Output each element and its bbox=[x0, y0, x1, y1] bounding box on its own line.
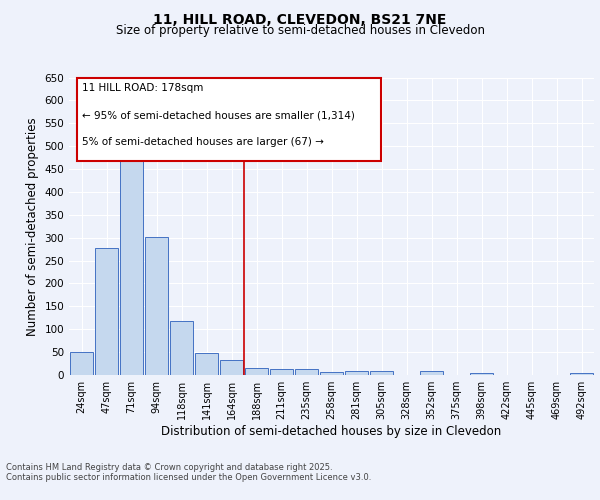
Bar bbox=[370, 371, 393, 375]
Bar bbox=[470, 372, 493, 375]
Bar bbox=[420, 372, 443, 375]
Text: 11 HILL ROAD: 178sqm: 11 HILL ROAD: 178sqm bbox=[82, 84, 203, 94]
Text: Contains public sector information licensed under the Open Government Licence v3: Contains public sector information licen… bbox=[6, 472, 371, 482]
X-axis label: Distribution of semi-detached houses by size in Clevedon: Distribution of semi-detached houses by … bbox=[161, 425, 502, 438]
Bar bbox=[220, 360, 243, 375]
FancyBboxPatch shape bbox=[77, 78, 382, 161]
Bar bbox=[270, 369, 293, 375]
Text: Size of property relative to semi-detached houses in Clevedon: Size of property relative to semi-detach… bbox=[115, 24, 485, 37]
Bar bbox=[145, 237, 168, 375]
Bar bbox=[195, 354, 218, 375]
Text: ← 95% of semi-detached houses are smaller (1,314): ← 95% of semi-detached houses are smalle… bbox=[82, 110, 355, 120]
Bar bbox=[95, 248, 118, 375]
Bar bbox=[345, 371, 368, 375]
Text: Contains HM Land Registry data © Crown copyright and database right 2025.: Contains HM Land Registry data © Crown c… bbox=[6, 462, 332, 471]
Bar bbox=[320, 372, 343, 375]
Bar bbox=[570, 372, 593, 375]
Bar bbox=[120, 140, 143, 375]
Bar bbox=[70, 352, 93, 375]
Bar bbox=[170, 322, 193, 375]
Text: 11, HILL ROAD, CLEVEDON, BS21 7NE: 11, HILL ROAD, CLEVEDON, BS21 7NE bbox=[154, 12, 446, 26]
Text: 5% of semi-detached houses are larger (67) →: 5% of semi-detached houses are larger (6… bbox=[82, 137, 324, 147]
Bar bbox=[295, 369, 318, 375]
Bar bbox=[245, 368, 268, 375]
Y-axis label: Number of semi-detached properties: Number of semi-detached properties bbox=[26, 117, 39, 336]
